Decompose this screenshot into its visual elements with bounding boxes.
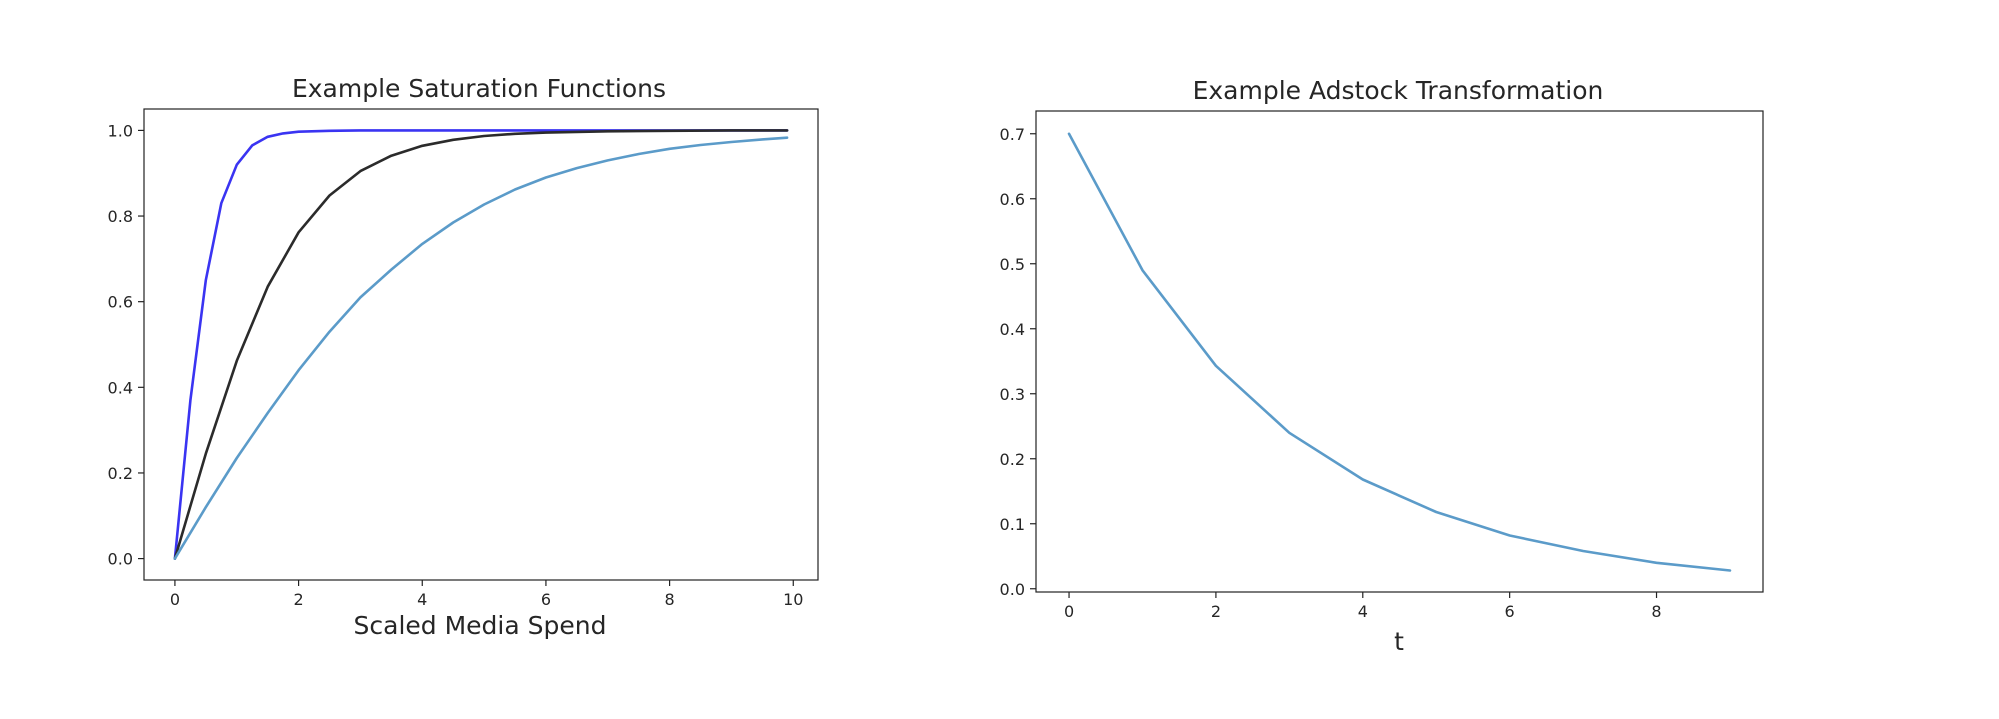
x-axis-label: t — [1394, 627, 1404, 656]
x-tick-label: 0 — [1064, 602, 1074, 621]
y-tick-label: 0.1 — [1000, 515, 1025, 534]
y-tick-label: 0.0 — [1000, 580, 1025, 599]
y-tick-label: 0.2 — [1000, 450, 1025, 469]
plot-area: 0 2 4 6 8 10 0.0 0.2 0.4 0.6 0.8 1.0 — [108, 108, 819, 609]
adstock-chart: Example Adstock Transformation 0 2 4 6 80.00… — [1000, 76, 1764, 656]
y-tick-label: 1.0 — [108, 121, 133, 140]
x-tick-label: 2 — [1211, 602, 1221, 621]
y-tick-label: 0.3 — [1000, 385, 1025, 404]
axes-frame — [1035, 110, 1764, 593]
x-tick-label: 0 — [170, 590, 180, 609]
x-tick-label: 4 — [1358, 602, 1368, 621]
x-tick-label: 8 — [1651, 602, 1661, 621]
x-tick-label: 4 — [417, 590, 427, 609]
y-tick-label: 0.7 — [1000, 125, 1025, 144]
y-tick-label: 0.6 — [108, 293, 133, 312]
x-axis-label: Scaled Media Spend — [354, 611, 607, 640]
y-tick-label: 0.4 — [1000, 320, 1025, 339]
x-tick-label: 6 — [541, 590, 551, 609]
y-tick-label: 0.8 — [108, 207, 133, 226]
y-tick-label: 0.5 — [1000, 255, 1025, 274]
saturation-chart: Example Saturation Functions 0 2 4 6 8 100.00… — [108, 74, 819, 640]
series-line-2 — [173, 136, 789, 560]
series-line-1 — [173, 129, 789, 560]
x-tick-label: 6 — [1505, 602, 1515, 621]
chart-title: Example Adstock Transformation — [1193, 76, 1604, 105]
y-tick-label: 0.2 — [108, 464, 133, 483]
series-line-0 — [173, 129, 789, 560]
x-tick-label: 2 — [293, 590, 303, 609]
plot-area: 0 2 4 6 8 0.0 0.1 0.2 0.3 0.4 0.5 0.6 0.7 — [1000, 110, 1764, 621]
y-tick-label: 0.6 — [1000, 190, 1025, 209]
axes-frame — [143, 108, 819, 581]
y-tick-label: 0.0 — [108, 550, 133, 569]
series-line-0 — [1067, 132, 1732, 572]
x-tick-label: 10 — [783, 590, 803, 609]
x-tick-label: 8 — [665, 590, 675, 609]
chart-title: Example Saturation Functions — [292, 74, 666, 103]
y-tick-label: 0.4 — [108, 378, 133, 397]
